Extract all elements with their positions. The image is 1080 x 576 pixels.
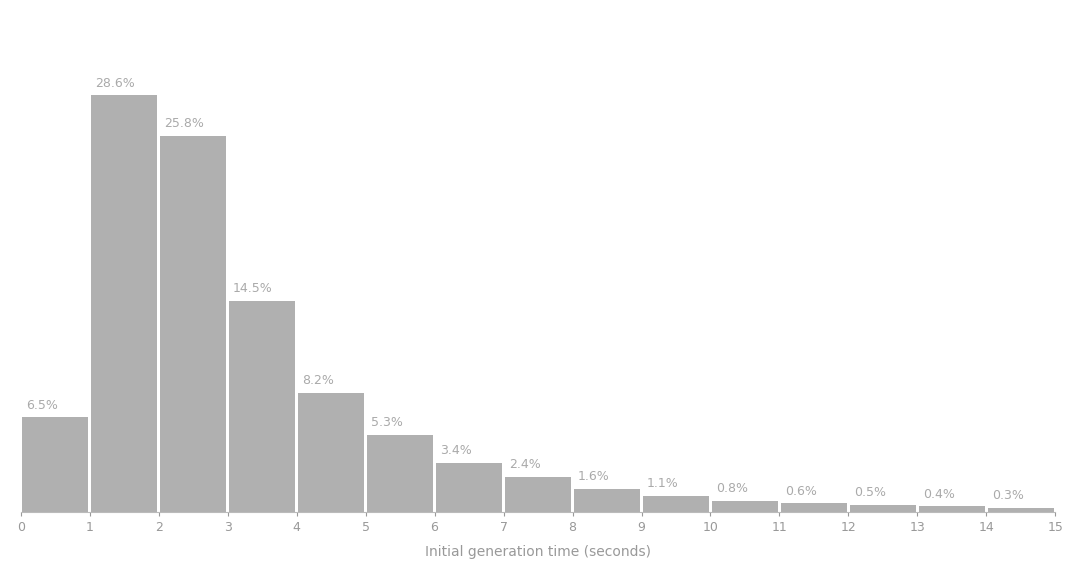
Text: 25.8%: 25.8%	[164, 118, 204, 130]
Bar	[298, 393, 364, 512]
Text: 8.2%: 8.2%	[302, 374, 334, 387]
Bar	[229, 301, 295, 512]
Text: 14.5%: 14.5%	[233, 282, 273, 295]
Text: 1.6%: 1.6%	[578, 470, 610, 483]
X-axis label: Initial generation time (seconds): Initial generation time (seconds)	[426, 545, 651, 559]
Text: 0.5%: 0.5%	[854, 486, 886, 499]
Bar	[643, 496, 710, 512]
Text: 0.4%: 0.4%	[923, 487, 955, 501]
Text: 0.3%: 0.3%	[991, 489, 1024, 502]
Text: 2.4%: 2.4%	[509, 458, 541, 471]
Text: 3.4%: 3.4%	[440, 444, 472, 457]
Text: 1.1%: 1.1%	[647, 478, 678, 490]
Text: 28.6%: 28.6%	[95, 77, 135, 89]
Bar	[22, 418, 89, 512]
Bar	[781, 503, 847, 512]
Bar	[919, 506, 985, 512]
Bar	[367, 435, 433, 512]
Text: 6.5%: 6.5%	[26, 399, 58, 412]
Bar	[505, 478, 571, 512]
Text: 5.3%: 5.3%	[372, 416, 403, 429]
Bar	[160, 136, 226, 512]
Bar	[712, 501, 778, 512]
Bar	[850, 505, 916, 512]
Bar	[988, 508, 1054, 512]
Text: 0.8%: 0.8%	[716, 482, 748, 495]
Bar	[436, 463, 502, 512]
Bar	[573, 489, 640, 512]
Text: 0.6%: 0.6%	[785, 484, 816, 498]
Bar	[91, 96, 158, 512]
